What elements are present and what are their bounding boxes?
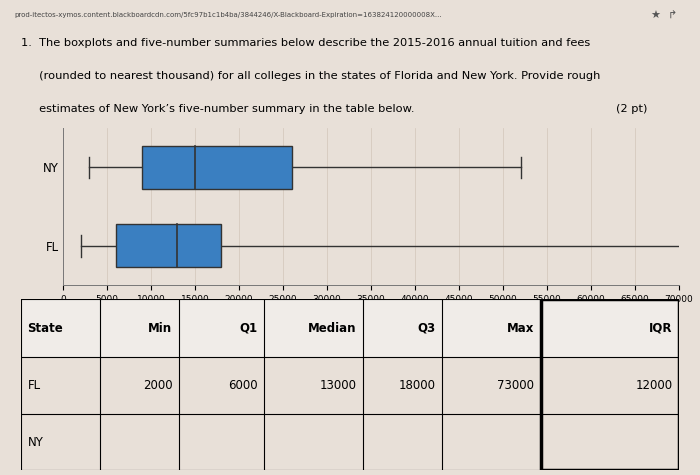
- Bar: [442, 299, 541, 357]
- Text: (2 pt): (2 pt): [616, 104, 648, 114]
- Bar: [363, 299, 442, 357]
- Text: NY: NY: [27, 436, 43, 448]
- Text: FL: FL: [27, 379, 41, 392]
- Text: 12000: 12000: [636, 379, 673, 392]
- Text: 18000: 18000: [398, 379, 435, 392]
- Bar: [116, 224, 221, 267]
- Text: 2000: 2000: [143, 379, 172, 392]
- Text: estimates of New York’s five-number summary in the table below.: estimates of New York’s five-number summ…: [21, 104, 414, 114]
- Text: (rounded to nearest thousand) for all colleges in the states of Florida and New : (rounded to nearest thousand) for all co…: [21, 71, 601, 81]
- Text: Min: Min: [148, 322, 172, 335]
- Bar: [541, 299, 679, 470]
- Text: IQR: IQR: [649, 322, 673, 335]
- Bar: [541, 299, 679, 357]
- Text: prod-itectos-xymos.content.blackboardcdn.com/5fc97b1c1b4ba/3844246/X-Blackboard-: prod-itectos-xymos.content.blackboardcdn…: [14, 12, 442, 19]
- Text: Median: Median: [308, 322, 356, 335]
- Text: ★  ↱: ★ ↱: [651, 10, 678, 20]
- Text: 6000: 6000: [228, 379, 258, 392]
- Text: State: State: [27, 322, 63, 335]
- Bar: [21, 299, 100, 357]
- Text: Q3: Q3: [417, 322, 435, 335]
- Text: 13000: 13000: [320, 379, 356, 392]
- Text: Q1: Q1: [240, 322, 258, 335]
- X-axis label: Tuition and Fees: Tuition and Fees: [329, 306, 413, 316]
- Bar: [179, 299, 265, 357]
- Text: Max: Max: [507, 322, 534, 335]
- Bar: [142, 146, 292, 189]
- Bar: [100, 299, 179, 357]
- Bar: [265, 299, 363, 357]
- Text: 1.  The boxplots and five-number summaries below describe the 2015-2016 annual t: 1. The boxplots and five-number summarie…: [21, 38, 590, 48]
- Text: 73000: 73000: [497, 379, 534, 392]
